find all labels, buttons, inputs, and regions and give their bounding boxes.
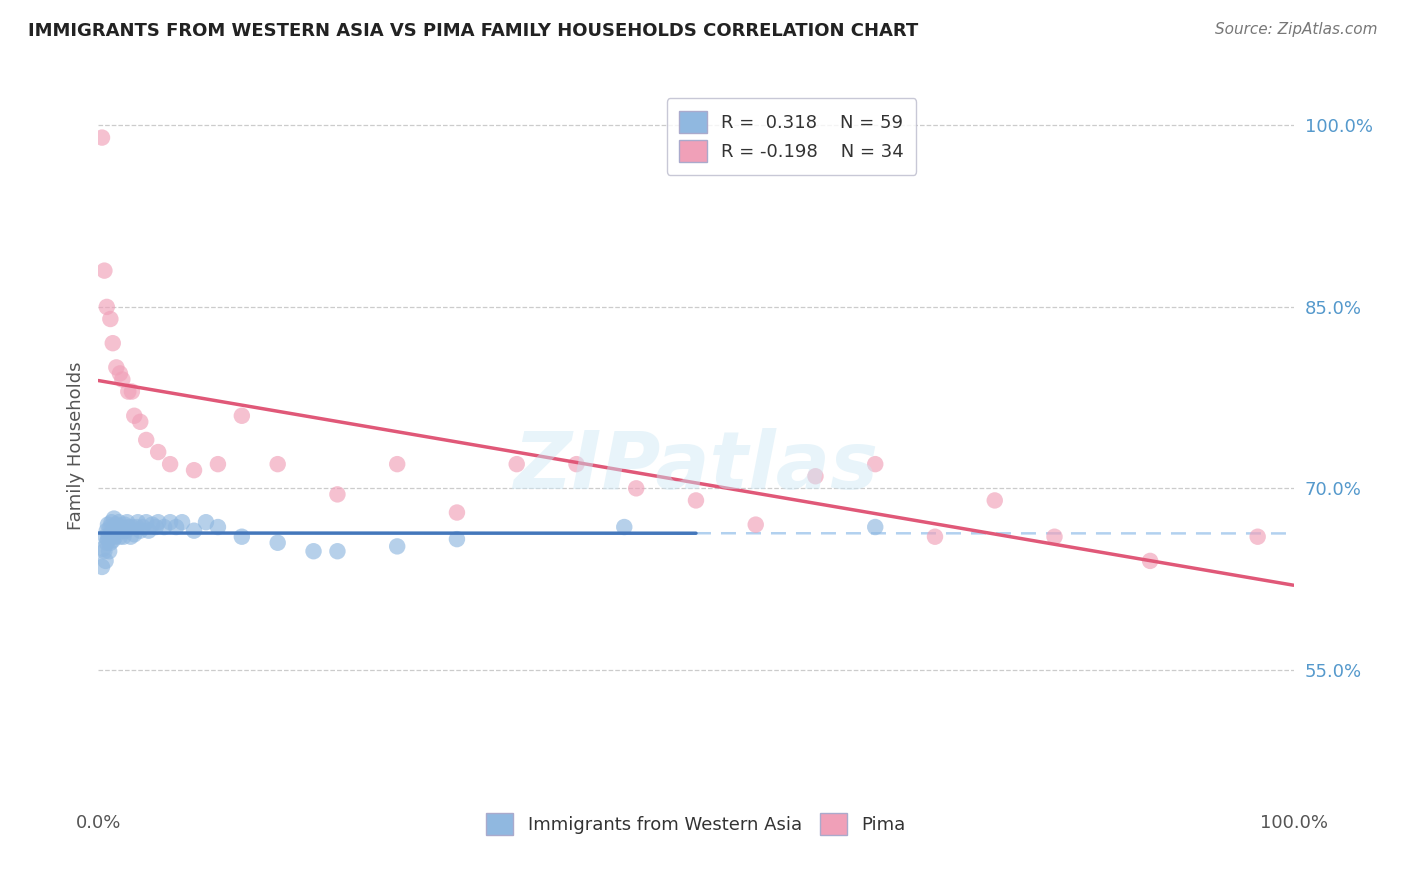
Point [98,544,121,558]
Point [124,527,146,541]
Point [565,457,588,471]
Point [94,530,117,544]
Point [302,544,325,558]
Point [148,515,170,529]
Point [135,515,157,529]
Point [117,384,139,399]
Point [91,541,114,556]
Point [96,535,118,549]
Point [121,384,143,399]
Point [626,481,648,495]
Point [104,530,127,544]
Text: ZIPatlas: ZIPatlas [513,428,879,507]
Point [115,515,138,529]
Point [97,517,120,532]
Point [115,524,138,538]
Point [120,530,142,544]
Point [231,409,253,423]
Point [135,433,157,447]
Point [108,530,131,544]
Point [127,515,149,529]
Point [105,360,128,375]
Point [326,544,349,558]
Point [91,130,114,145]
Point [93,544,115,558]
Point [98,520,122,534]
Point [108,367,131,381]
Point [107,520,129,534]
Point [96,524,118,538]
Point [446,506,468,520]
Point [141,517,163,532]
Point [159,515,181,529]
Point [207,457,229,471]
Point [385,457,409,471]
Point [96,300,118,314]
Point [101,336,124,351]
Point [100,515,122,529]
Point [101,524,124,538]
Point [385,540,409,554]
Point [107,515,129,529]
Point [129,415,152,429]
Point [326,487,349,501]
Point [121,520,143,534]
Point [613,520,636,534]
Point [924,530,946,544]
Y-axis label: Family Households: Family Households [66,362,84,530]
Point [195,515,218,529]
Point [165,520,187,534]
Point [124,409,146,423]
Point [1139,554,1161,568]
Point [231,530,253,544]
Point [111,372,134,386]
Point [1247,530,1270,544]
Point [267,535,290,549]
Point [506,457,529,471]
Point [100,530,122,544]
Point [172,515,194,529]
Point [745,517,768,532]
Point [145,520,167,534]
Point [446,532,468,546]
Point [207,520,229,534]
Point [103,527,125,541]
Point [117,520,139,534]
Point [131,520,153,534]
Point [111,524,134,538]
Point [97,532,120,546]
Point [112,530,135,544]
Point [98,312,122,326]
Point [101,533,124,548]
Point [93,263,115,277]
Point [984,493,1007,508]
Point [183,524,205,538]
Point [148,445,170,459]
Point [804,469,827,483]
Point [153,520,176,534]
Point [267,457,290,471]
Point [865,457,887,471]
Point [159,457,181,471]
Point [98,535,122,549]
Point [865,520,887,534]
Point [98,530,121,544]
Point [183,463,205,477]
Point [125,520,148,534]
Point [110,520,132,534]
Legend: Immigrants from Western Asia, Pima: Immigrants from Western Asia, Pima [477,804,915,844]
Point [105,524,128,538]
Point [685,493,707,508]
Text: IMMIGRANTS FROM WESTERN ASIA VS PIMA FAMILY HOUSEHOLDS CORRELATION CHART: IMMIGRANTS FROM WESTERN ASIA VS PIMA FAM… [28,22,918,40]
Point [138,524,160,538]
Point [114,517,136,532]
Point [105,517,128,532]
Point [91,560,114,574]
Point [94,554,117,568]
Text: Source: ZipAtlas.com: Source: ZipAtlas.com [1215,22,1378,37]
Point [103,511,125,525]
Point [129,524,152,538]
Point [1043,530,1066,544]
